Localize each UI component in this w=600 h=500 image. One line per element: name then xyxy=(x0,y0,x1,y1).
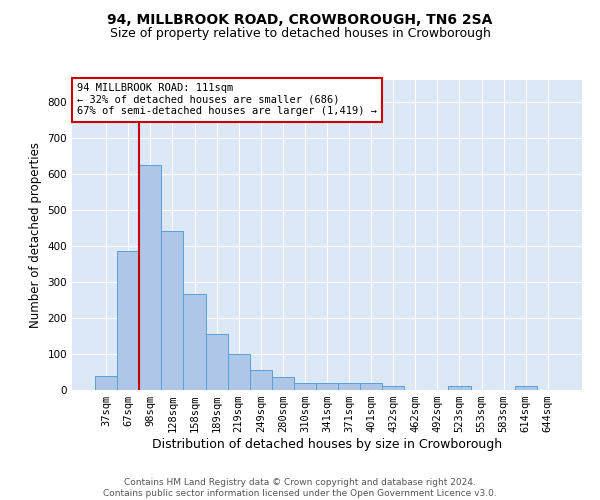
Bar xyxy=(338,383,360,390)
Bar xyxy=(139,164,161,390)
Text: Contains HM Land Registry data © Crown copyright and database right 2024.
Contai: Contains HM Land Registry data © Crown c… xyxy=(103,478,497,498)
Bar xyxy=(272,378,294,390)
Y-axis label: Number of detached properties: Number of detached properties xyxy=(29,142,42,328)
Text: 94, MILLBROOK ROAD, CROWBOROUGH, TN6 2SA: 94, MILLBROOK ROAD, CROWBOROUGH, TN6 2SA xyxy=(107,12,493,26)
Bar xyxy=(95,376,117,390)
Bar xyxy=(294,383,316,390)
Bar xyxy=(250,370,272,390)
Bar xyxy=(515,386,537,390)
X-axis label: Distribution of detached houses by size in Crowborough: Distribution of detached houses by size … xyxy=(152,438,502,451)
Bar xyxy=(117,251,139,390)
Bar xyxy=(227,354,250,390)
Text: 94 MILLBROOK ROAD: 111sqm
← 32% of detached houses are smaller (686)
67% of semi: 94 MILLBROOK ROAD: 111sqm ← 32% of detac… xyxy=(77,83,377,116)
Bar xyxy=(316,383,338,390)
Bar xyxy=(161,232,184,390)
Text: Size of property relative to detached houses in Crowborough: Size of property relative to detached ho… xyxy=(110,28,490,40)
Bar xyxy=(206,334,227,390)
Bar xyxy=(448,386,470,390)
Bar xyxy=(184,294,206,390)
Bar xyxy=(360,383,382,390)
Bar xyxy=(382,386,404,390)
